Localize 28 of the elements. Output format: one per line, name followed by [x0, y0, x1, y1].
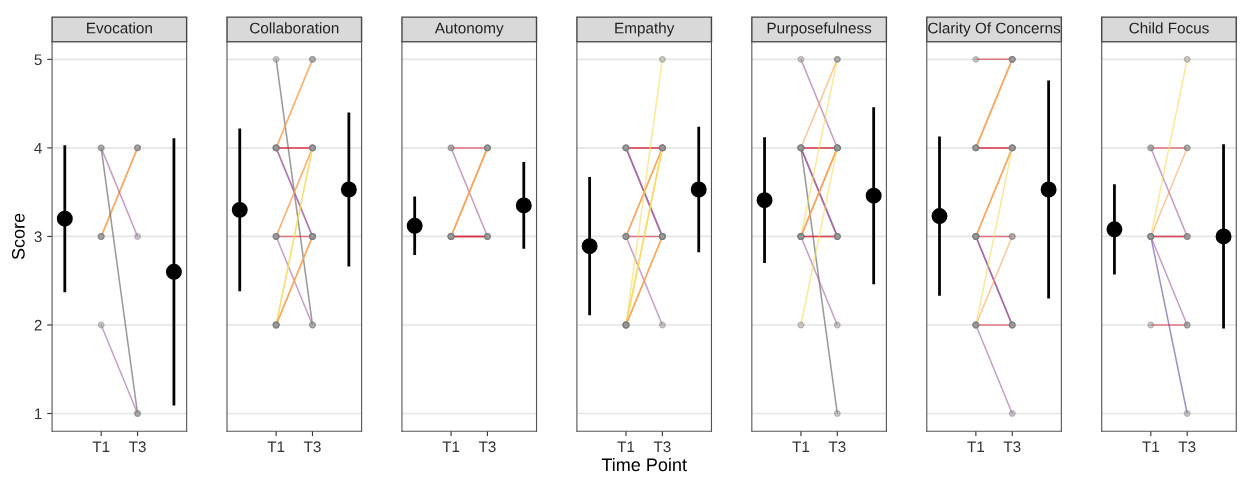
- y-axis-title: Score: [11, 213, 25, 260]
- y-tick-label: 3: [34, 231, 42, 243]
- x-tick-label: T1: [442, 441, 460, 452]
- x-tick-label: T1: [1142, 441, 1159, 452]
- x-tick-label: T1: [92, 441, 110, 452]
- chart-title: Child Focus: [1129, 22, 1209, 34]
- y-tick-label: 4: [34, 142, 42, 154]
- x-tick-label: T3: [653, 441, 671, 453]
- x-tick-label: T1: [792, 441, 810, 452]
- x-tick-label: T3: [478, 441, 496, 453]
- chart-title: Purposefulness: [767, 22, 872, 37]
- x-tick-label: T1: [617, 441, 635, 452]
- y-tick-label: 1: [35, 408, 42, 420]
- x-axis-title: Time Point: [601, 457, 687, 472]
- x-tick-label: T3: [303, 441, 321, 453]
- chart-title: Empathy: [615, 22, 675, 37]
- x-tick-label: T3: [1003, 441, 1021, 453]
- chart-title: Clarity Of Concerns: [928, 22, 1061, 37]
- y-tick-label: 5: [34, 54, 42, 66]
- x-tick-label: T1: [967, 441, 985, 452]
- x-tick-label: T3: [1178, 441, 1196, 453]
- x-tick-label: T3: [828, 441, 846, 453]
- y-tick-label: 2: [34, 319, 42, 331]
- x-tick-label: T1: [267, 441, 285, 452]
- chart-title: Collaboration: [250, 22, 339, 34]
- chart-title: Autonomy: [434, 22, 504, 37]
- x-tick-label: T3: [128, 441, 146, 453]
- chart-title: Evocation: [87, 22, 152, 34]
